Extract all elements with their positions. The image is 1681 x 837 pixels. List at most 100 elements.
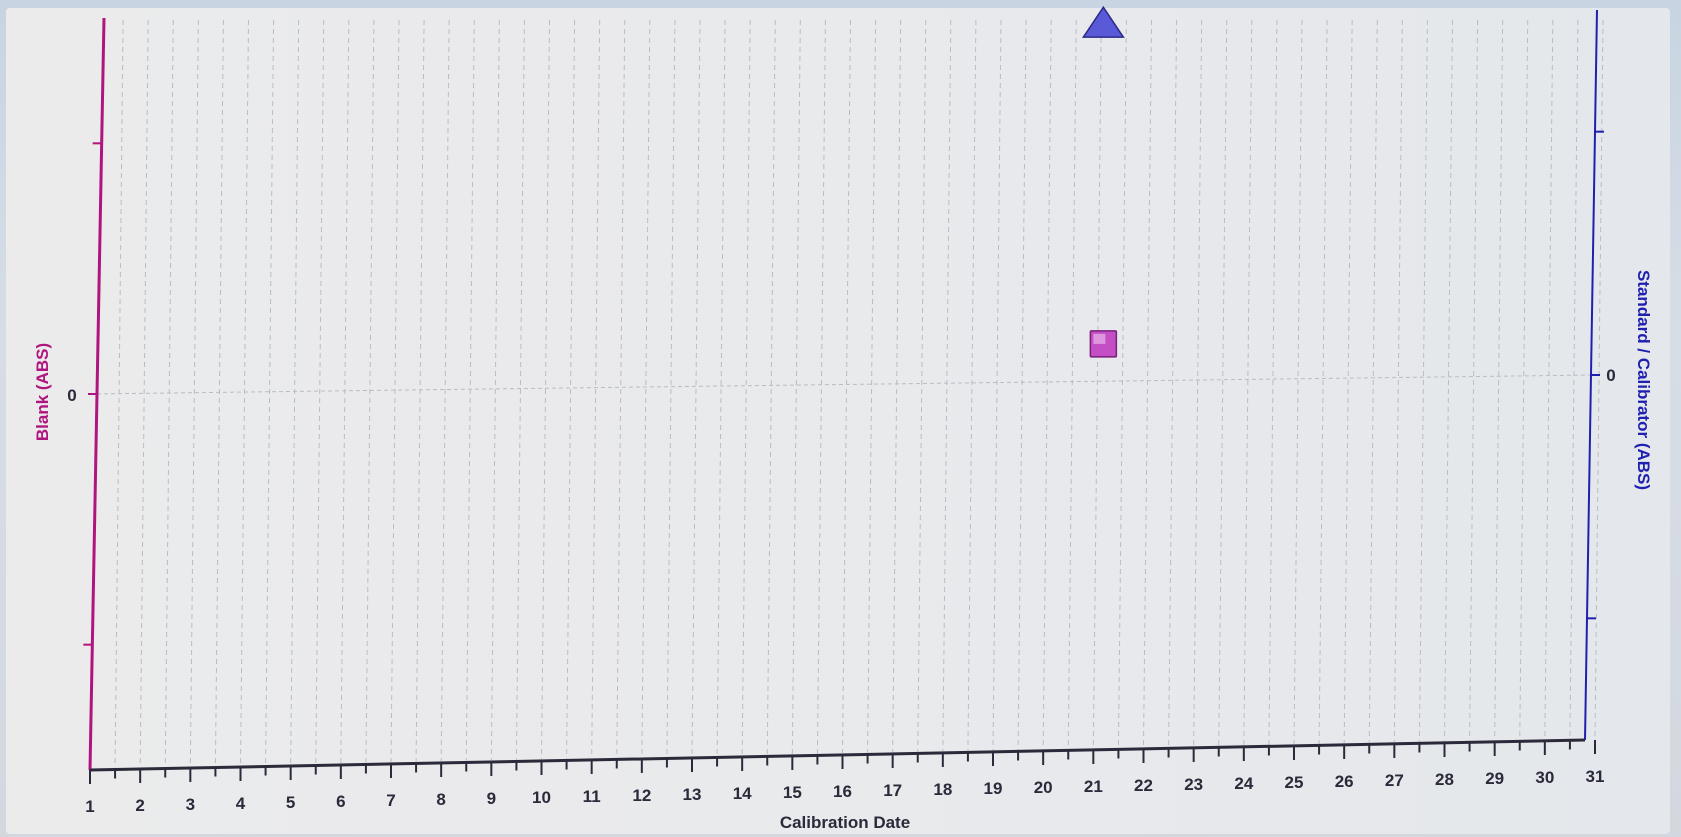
vertical-grid-line	[967, 19, 977, 751]
x-tick-label: 18	[933, 780, 952, 799]
x-tick-label: 6	[336, 792, 345, 811]
left-y-tick-label: 0	[67, 386, 76, 405]
vertical-grid-line	[541, 19, 550, 760]
x-tick-label: 25	[1285, 773, 1304, 792]
vertical-grid-line	[315, 19, 325, 764]
vertical-grid-line	[1569, 19, 1579, 739]
x-tick-label: 10	[532, 788, 551, 807]
x-axis-ticks: 1 2 3 4 5 6 7 8 9 10 11 12 13 14 15 16 17 18 19 20 21 22 23 24 2…	[85, 740, 1604, 816]
vertical-grid-line	[1117, 19, 1127, 748]
x-tick-label: 22	[1134, 776, 1153, 795]
vertical-grid-line	[1067, 19, 1077, 749]
vertical-grid-line	[515, 19, 525, 760]
x-tick-label: 30	[1535, 768, 1554, 787]
vertical-grid-line	[1143, 19, 1152, 748]
vertical-grid-line	[1092, 19, 1102, 749]
x-tick-label: 2	[135, 796, 144, 815]
vertical-grid-line	[867, 19, 877, 753]
vertical-grid-line	[415, 19, 425, 762]
vertical-grid-line	[139, 19, 149, 768]
vertical-grid-line	[1544, 19, 1554, 740]
right-y-tick-label: 0	[1606, 366, 1615, 385]
vertical-grid-line	[1042, 19, 1052, 750]
blank-marker-highlight	[1093, 333, 1106, 344]
vertical-grid-line	[691, 19, 701, 757]
vertical-grid-line	[465, 19, 475, 761]
vertical-grid-line	[992, 19, 1002, 751]
x-tick-label: 4	[236, 794, 246, 813]
x-tick-label: 31	[1586, 767, 1605, 786]
x-tick-label: 27	[1385, 771, 1404, 790]
vertical-grid-line	[365, 19, 375, 763]
x-tick-label: 17	[883, 781, 902, 800]
x-tick-label: 9	[487, 789, 496, 808]
axes	[83, 9, 1604, 772]
x-tick-label: 16	[833, 782, 852, 801]
x-tick-label: 21	[1084, 777, 1103, 796]
vertical-grid-line	[892, 19, 902, 753]
vertical-grid-line	[1469, 19, 1479, 741]
chart-panel	[6, 8, 1670, 834]
vertical-grid-line	[816, 19, 826, 754]
x-tick-label: 23	[1184, 775, 1203, 794]
left-y-axis-title: Blank (ABS)	[33, 343, 52, 441]
vertical-grid-line	[1218, 19, 1228, 746]
vertical-grid-line	[641, 19, 651, 758]
right-y-axis-title: Standard / Calibrator (ABS)	[1634, 270, 1653, 490]
x-tick-label: 24	[1234, 774, 1253, 793]
vertical-grid-line	[1268, 19, 1278, 745]
vertical-grid-line	[1318, 19, 1328, 744]
x-axis-line	[89, 738, 1586, 772]
vertical-grid-line	[440, 19, 450, 762]
x-tick-label: 3	[186, 795, 195, 814]
vertical-grid-line	[1494, 19, 1504, 741]
vertical-grid-line	[265, 19, 275, 765]
vertical-grid-line	[1594, 19, 1604, 739]
x-tick-label: 14	[733, 784, 752, 803]
vertical-grid-line	[189, 19, 199, 767]
vertical-grid-line	[1017, 19, 1027, 750]
vertical-grid-line	[666, 19, 676, 757]
x-tick-label: 5	[286, 793, 295, 812]
vertical-grid-line	[741, 19, 751, 756]
vertical-grid-line	[1418, 19, 1428, 742]
vertical-grid-line	[290, 19, 300, 765]
vertical-grid-line	[766, 19, 776, 755]
vertical-grid-line	[842, 19, 851, 754]
x-tick-label: 20	[1034, 778, 1053, 797]
x-tick-label: 15	[783, 783, 802, 802]
vertical-grid-line	[1243, 19, 1253, 746]
x-tick-label: 1	[85, 797, 94, 816]
vertical-grid-line	[1519, 19, 1529, 740]
x-tick-label: 13	[683, 785, 702, 804]
vertical-grid-line	[1444, 19, 1453, 742]
vertical-grid-line	[1293, 19, 1303, 745]
zero-grid-line	[89, 374, 1596, 395]
vertical-grid-line	[1368, 19, 1378, 743]
standard-triangle-marker	[1081, 5, 1125, 38]
vertical-grid-line	[340, 19, 350, 764]
vertical-grid-line	[1343, 19, 1353, 744]
vertical-grid-line	[490, 19, 500, 761]
x-tick-label: 26	[1335, 772, 1354, 791]
x-tick-label: 29	[1485, 769, 1504, 788]
x-tick-label: 7	[386, 791, 395, 810]
x-tick-label: 8	[436, 790, 445, 809]
vertical-grid-line	[1193, 19, 1203, 747]
x-tick-label: 12	[632, 786, 651, 805]
vertical-grid-line	[566, 19, 576, 759]
vertical-grid-line	[390, 19, 400, 763]
vertical-grid-line	[791, 19, 801, 755]
x-tick-label: 28	[1435, 770, 1454, 789]
x-tick-label: 19	[984, 779, 1003, 798]
vertical-grid-line	[716, 19, 726, 756]
x-tick-label: 11	[583, 787, 601, 806]
vertical-grid-line	[942, 19, 952, 752]
vertical-grid-line	[591, 19, 601, 759]
grid-lines	[89, 19, 1604, 768]
vertical-grid-line	[616, 19, 626, 758]
vertical-grid-line	[1393, 19, 1403, 743]
data-markers	[1081, 5, 1125, 358]
